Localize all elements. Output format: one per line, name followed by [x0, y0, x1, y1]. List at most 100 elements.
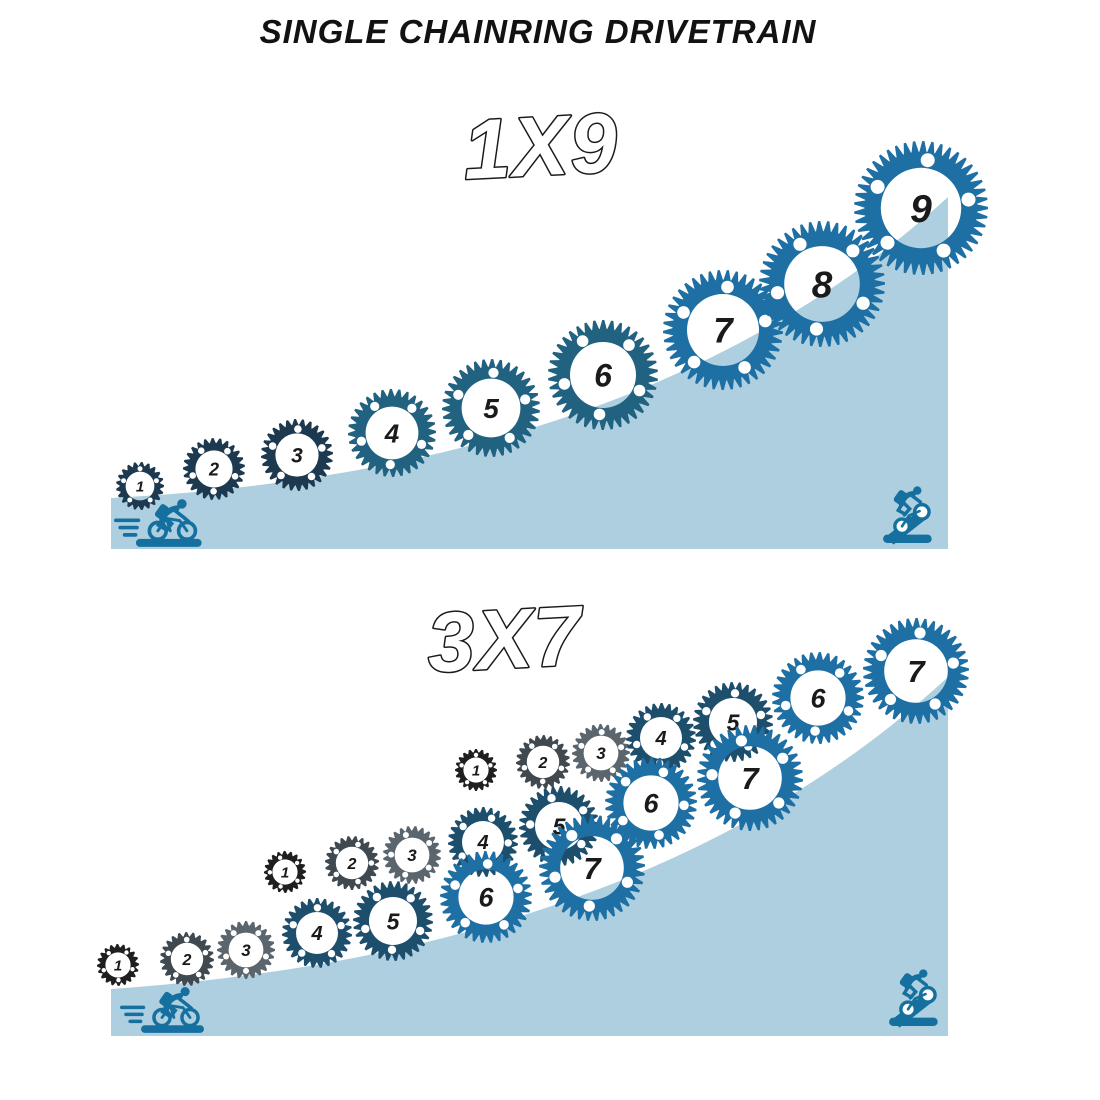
bolt-hole: [579, 806, 588, 815]
bolt-hole: [307, 472, 316, 481]
bolt-hole: [224, 447, 231, 455]
chainring-gear: 6: [605, 757, 697, 849]
bolt-hole: [277, 471, 285, 480]
bolt-hole: [402, 832, 409, 838]
bolt-hole: [770, 286, 785, 300]
chainring-gear: 6: [440, 851, 532, 943]
bolt-hole: [643, 713, 651, 721]
gear-tooth-ring: [455, 749, 497, 791]
bolt-hole: [677, 306, 690, 319]
bolt-hole: [539, 778, 546, 785]
speed-line: [122, 533, 138, 537]
rider-leg: [167, 1003, 178, 1019]
gear-number: 3: [596, 744, 606, 763]
gear-tooth-ring: [116, 462, 164, 510]
bolt-hole: [463, 429, 474, 441]
bolt-hole: [576, 335, 589, 347]
section-1x9: 1X9 1 2 3 4 5 6 7 8 9: [111, 93, 988, 549]
gear-number: 4: [384, 418, 400, 448]
bolt-hole: [173, 972, 179, 978]
rider-arm: [172, 507, 191, 524]
bolt-hole: [780, 700, 791, 711]
bolt-hole: [583, 900, 595, 912]
gear-number: 5: [387, 908, 401, 934]
bolt-hole: [488, 763, 493, 768]
bolt-hole: [387, 945, 397, 954]
bolt-hole: [796, 664, 806, 675]
bolt-hole: [920, 153, 935, 168]
bolt-hole: [654, 830, 664, 840]
gear-tooth-ring: [217, 921, 275, 979]
chainring-gear: 2: [183, 438, 245, 500]
bolt-hole: [230, 930, 237, 937]
gear-number: 1: [472, 762, 480, 779]
bolt-hole: [130, 967, 135, 972]
bolt-hole: [618, 744, 625, 751]
bolt-hole: [810, 726, 820, 736]
riders-3x7: [120, 969, 938, 1033]
chainring-gear: 7: [663, 270, 783, 390]
bolt-hole: [210, 488, 217, 495]
bolt-hole: [623, 339, 635, 351]
bolt-hole: [566, 830, 578, 842]
bolt-hole: [372, 892, 382, 902]
section-label-3x7: 3X7: [425, 588, 586, 690]
bolt-hole: [929, 698, 941, 710]
bolt-hole: [124, 950, 129, 955]
speed-line: [124, 1012, 144, 1017]
bolt-hole: [195, 971, 202, 978]
bolt-hole: [268, 442, 277, 450]
chainring-gear: 4: [282, 898, 352, 968]
chainring-gear: 1: [264, 851, 306, 893]
gear-number: 2: [538, 755, 548, 772]
bolt-hole: [267, 870, 273, 875]
rider-leg: [908, 984, 919, 1000]
bolt-hole: [402, 871, 409, 878]
bolt-hole: [289, 921, 297, 929]
backpack: [899, 973, 913, 988]
bolt-hole: [231, 473, 239, 480]
gear-number: 3: [241, 941, 251, 960]
bolt-hole: [936, 243, 951, 258]
bolt-hole: [520, 394, 531, 405]
bolt-hole: [961, 192, 976, 207]
bolt-hole: [337, 921, 345, 930]
bolt-hole: [426, 840, 433, 846]
bolt-hole: [183, 936, 190, 943]
bolt-hole: [673, 714, 681, 723]
gear-number: 7: [713, 312, 734, 351]
bolt-hole: [529, 743, 535, 749]
chainring-gear: 3: [261, 419, 333, 491]
speed-line: [120, 1005, 146, 1010]
bolt-hole: [658, 767, 669, 778]
bolt-hole: [777, 752, 789, 764]
rider-head: [180, 987, 190, 997]
bolt-hole: [598, 729, 605, 736]
bolt-hole: [593, 408, 606, 421]
bolt-hole: [313, 904, 322, 912]
backpack: [154, 504, 169, 520]
bolt-hole: [464, 780, 470, 785]
bolt-hole: [610, 833, 623, 845]
gear-number: 1: [136, 478, 144, 495]
bolt-hole: [294, 425, 302, 433]
bolt-hole: [513, 883, 523, 894]
bolt-hole: [406, 894, 415, 903]
gear-number: 3: [407, 846, 417, 865]
bolt-hole: [773, 797, 785, 809]
page-title: SINGLE CHAINRING DRIVETRAIN: [260, 13, 817, 50]
bolt-hole: [578, 742, 585, 749]
chainring-gear: 4: [348, 389, 436, 477]
rider-leg: [895, 501, 907, 516]
gear-number: 7: [741, 761, 760, 796]
bolt-hole: [385, 460, 395, 470]
rider-leg: [160, 1003, 172, 1018]
bolt-hole: [295, 878, 300, 883]
bolt-hole: [106, 950, 111, 956]
rider-leg: [902, 501, 913, 517]
bolt-hole: [488, 367, 499, 378]
bolt-hole: [846, 244, 860, 258]
gear-number: 7: [907, 654, 926, 689]
chainring-gear: 3: [383, 826, 441, 884]
speed-line: [118, 525, 139, 530]
